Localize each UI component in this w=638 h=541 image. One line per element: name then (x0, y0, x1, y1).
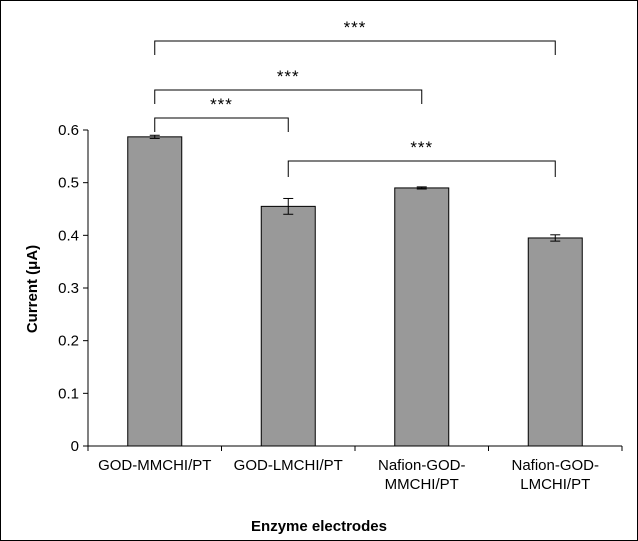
category-label: GOD-MMCHI/PT (98, 457, 211, 474)
y-tick-label: 0 (71, 438, 79, 455)
significance-bracket (287, 160, 556, 177)
significance-label: *** (344, 18, 367, 37)
y-axis-title: Current (μA) (24, 245, 41, 333)
y-tick-label: 0.1 (58, 385, 79, 402)
category-label: Nafion-GOD-MMCHI/PT (378, 457, 466, 493)
category-label: Nafion-GOD-LMCHI/PT (511, 457, 599, 493)
y-tick-label: 0.3 (58, 280, 79, 297)
significance-bracket (154, 117, 289, 132)
bar (260, 205, 316, 447)
x-axis-title: Enzyme electrodes (251, 518, 387, 535)
y-tick-label: 0.6 (58, 122, 79, 139)
bars (127, 136, 583, 447)
bar (394, 187, 450, 447)
bar (527, 237, 583, 447)
significance-label: *** (410, 138, 433, 157)
y-tick-label: 0.4 (58, 227, 79, 244)
labels: 0 0.1 0.2 0.3 0.4 0.5 0.6 *** *** *** *** GOD-MMCHI… (58, 18, 599, 493)
y-tick-label: 0.5 (58, 175, 79, 192)
y-tick-label: 0.2 (58, 333, 79, 350)
bar (127, 136, 183, 447)
significance-bracket (154, 89, 423, 104)
category-label: GOD-LMCHI/PT (234, 457, 343, 474)
error-bars (149, 134, 561, 242)
significance-brackets (154, 40, 556, 177)
significance-label: *** (277, 67, 300, 86)
significance-bracket (154, 40, 556, 55)
significance-label: *** (210, 95, 233, 114)
